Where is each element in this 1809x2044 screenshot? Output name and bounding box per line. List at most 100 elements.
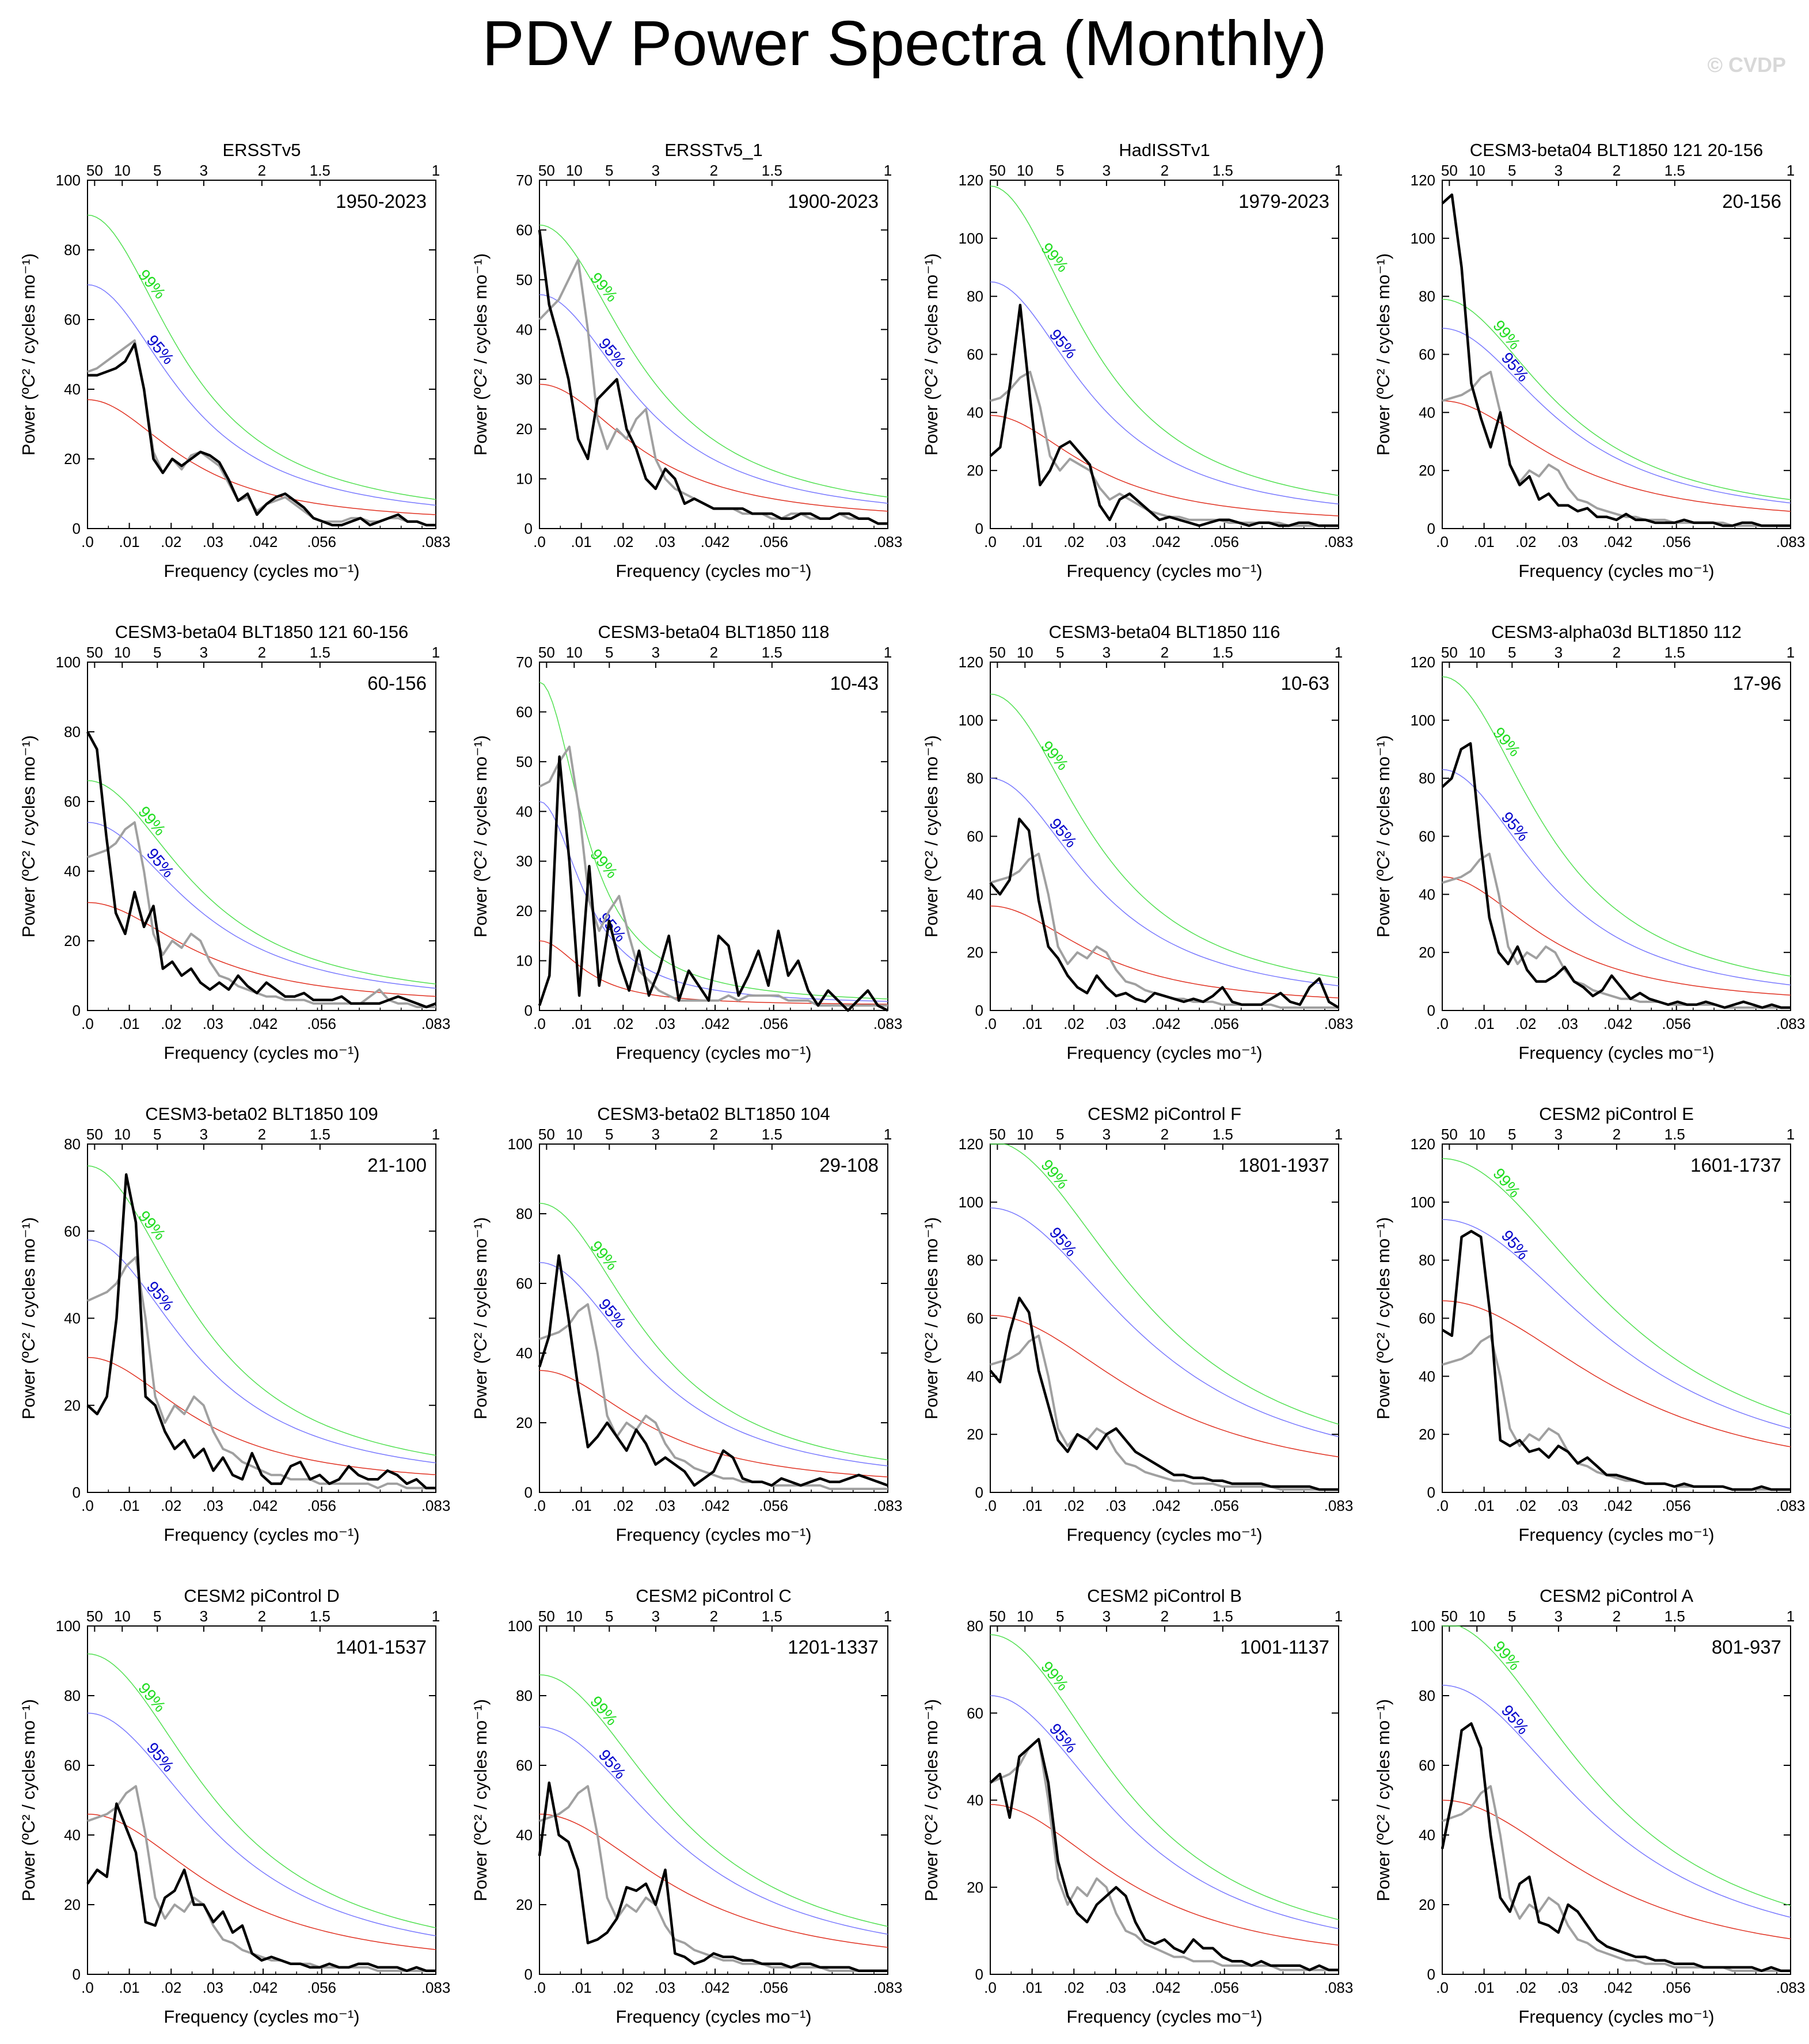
- top-tick-label: 5: [1056, 162, 1064, 179]
- red-noise-curve: [990, 1314, 1339, 1458]
- reference-spectrum: [539, 745, 888, 1007]
- top-tick-label: 2: [1613, 1126, 1621, 1143]
- ci99-label: 99%: [135, 1207, 169, 1244]
- reference-spectrum: [87, 821, 436, 1008]
- page-title: PDV Power Spectra (Monthly): [482, 8, 1327, 79]
- y-tick-label: 40: [64, 863, 81, 880]
- y-tick-label: 20: [967, 462, 983, 479]
- top-tick-label: 1: [884, 1608, 892, 1625]
- top-tick-label: 2: [258, 644, 266, 661]
- ci99-curve: [539, 681, 888, 1000]
- y-tick-label: 120: [959, 172, 983, 189]
- top-tick-label: 50: [989, 1608, 1006, 1625]
- top-tick-label: 1.5: [1213, 1608, 1233, 1625]
- red-noise-curve: [1442, 1300, 1791, 1447]
- ci95-label: 95%: [1498, 1701, 1533, 1738]
- x-axis-label: Frequency (cycles mo⁻¹): [1518, 561, 1714, 581]
- y-axis-label: Power (ºC² / cycles mo⁻¹): [1373, 1699, 1393, 1902]
- x-axis-label: Frequency (cycles mo⁻¹): [1066, 1525, 1262, 1545]
- top-tick-label: 5: [153, 162, 161, 179]
- ci99-label: 99%: [1489, 317, 1524, 353]
- panel-2: ERSSTv5_1 50 10 5 3 2 1.5 1 .0 .01 .02 .03 .042 .056.…: [470, 140, 902, 581]
- y-tick-label: 10: [516, 952, 533, 970]
- ci99-curve: [87, 214, 436, 500]
- x-tick-label: .02: [161, 533, 181, 550]
- top-tick-label: 10: [566, 162, 583, 179]
- x-tick-label: .042: [701, 1497, 730, 1514]
- y-tick-label: 0: [1427, 1002, 1435, 1019]
- panel-13: CESM2 piControl D 50 10 5 3 2 1.5 1 .0 .01 .02 .03.…: [18, 1586, 450, 2027]
- panel-title: CESM3-beta02 BLT1850 104: [597, 1104, 830, 1124]
- ci95-curve: [539, 801, 888, 1002]
- y-tick-label: 20: [967, 1879, 983, 1896]
- top-tick-label: 2: [710, 644, 718, 661]
- x-tick-label: .042: [249, 1979, 278, 1996]
- y-axis-label: Power (ºC² / cycles mo⁻¹): [1373, 253, 1393, 456]
- ci99-curve: [990, 693, 1339, 978]
- x-tick-label: .042: [1603, 1015, 1633, 1032]
- plot-frame: [539, 180, 888, 529]
- red-noise-curve: [1442, 400, 1791, 512]
- x-tick-label: .01: [1474, 1497, 1495, 1514]
- top-tick-label: 50: [86, 644, 103, 661]
- ci99-curve: [1442, 298, 1791, 500]
- y-tick-label: 0: [1427, 1966, 1435, 1983]
- reference-spectrum: [538, 259, 888, 525]
- y-axis-label: Power (ºC² / cycles mo⁻¹): [1373, 735, 1393, 938]
- top-tick-label: 2: [1161, 1126, 1169, 1143]
- y-tick-label: 100: [959, 230, 983, 247]
- panel-title: ERSSTv5: [222, 140, 301, 160]
- y-tick-label: 0: [975, 520, 983, 537]
- ci95-label: 95%: [1498, 808, 1533, 845]
- reference-spectrum: [539, 1785, 888, 1972]
- plot-frame: [1442, 180, 1791, 529]
- y-tick-label: 70: [516, 654, 533, 671]
- y-tick-label: 100: [1411, 230, 1435, 247]
- plot-frame: [539, 662, 888, 1011]
- x-tick-label: .01: [119, 1015, 140, 1032]
- x-tick-label: .0: [1436, 1015, 1449, 1032]
- top-tick-label: 10: [1469, 1126, 1485, 1143]
- ci95-curve: [990, 1695, 1339, 1929]
- x-tick-label: .02: [1515, 1015, 1536, 1032]
- x-tick-label: .02: [161, 1497, 181, 1514]
- x-tick-label: .083: [1776, 1979, 1806, 1996]
- top-tick-label: 10: [1017, 162, 1033, 179]
- x-tick-label: .056: [759, 1979, 788, 1996]
- panel-1: ERSSTv5 50 10 5 3 2 1.5 1 .0 .01 .02 .03 .042 .056 .08…: [18, 140, 450, 581]
- x-tick-label: .01: [1022, 1497, 1043, 1514]
- y-tick-label: 50: [516, 753, 533, 770]
- top-tick-label: 2: [258, 1126, 266, 1143]
- top-tick-label: 10: [566, 644, 583, 661]
- y-tick-label: 80: [516, 1687, 533, 1704]
- top-tick-label: 3: [1103, 644, 1111, 661]
- panel-title: CESM2 piControl D: [184, 1586, 339, 1606]
- panel-title: CESM2 piControl F: [1088, 1104, 1241, 1124]
- y-tick-label: 120: [1411, 172, 1435, 189]
- x-tick-label: .01: [571, 1015, 592, 1032]
- x-tick-label: .01: [1474, 1015, 1495, 1032]
- ci99-curve: [990, 185, 1339, 496]
- ci95-label: 95%: [595, 335, 630, 371]
- model-spectrum: [1441, 1230, 1791, 1491]
- y-tick-label: 40: [64, 1310, 81, 1327]
- panel-title: HadISSTv1: [1119, 140, 1210, 160]
- model-spectrum: [538, 1254, 888, 1487]
- model-spectrum: [538, 755, 889, 1012]
- top-tick-label: 2: [710, 1608, 718, 1625]
- x-tick-label: .0: [984, 1015, 997, 1032]
- y-tick-label: 0: [975, 1002, 983, 1019]
- reference-spectrum: [539, 1303, 888, 1490]
- ci95-label: 95%: [143, 1739, 178, 1775]
- y-tick-label: 0: [525, 1002, 533, 1019]
- y-tick-label: 60: [1419, 1757, 1435, 1774]
- top-tick-label: 3: [200, 162, 208, 179]
- panel-9: CESM3-beta02 BLT1850 109 50 10 5 3 2 1.5 1 .0 .01…: [18, 1104, 450, 1545]
- ci99-curve: [87, 1653, 436, 1929]
- top-tick-label: 50: [86, 1126, 103, 1143]
- top-tick-label: 3: [1555, 644, 1563, 661]
- x-tick-label: .02: [161, 1979, 181, 1996]
- year-range-label: 20-156: [1722, 191, 1781, 212]
- red-noise-curve: [990, 415, 1339, 516]
